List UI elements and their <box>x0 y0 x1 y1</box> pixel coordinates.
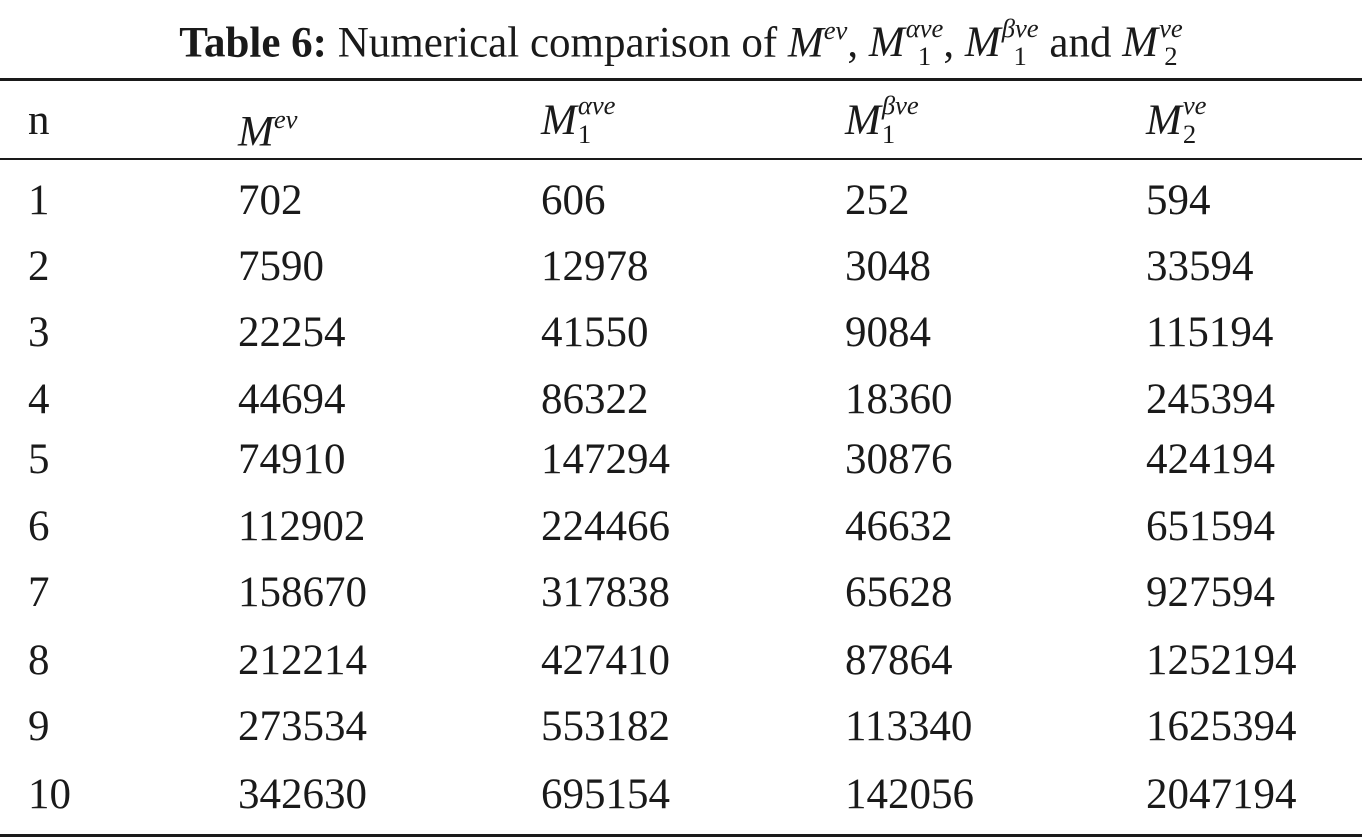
cell-m1-beta: 87864 <box>845 637 953 684</box>
cell-m1-alpha: 86322 <box>541 376 649 423</box>
cell-m2-ve: 33594 <box>1146 243 1254 290</box>
header-n: n <box>28 97 50 144</box>
cell-m1-alpha: 224466 <box>541 503 670 550</box>
cell-n: 10 <box>28 771 71 818</box>
cell-m2-ve: 245394 <box>1146 376 1275 423</box>
table-header-rule <box>0 158 1362 160</box>
cell-m1-beta: 142056 <box>845 771 974 818</box>
table-top-rule <box>0 78 1362 81</box>
cell-m1-alpha: 695154 <box>541 771 670 818</box>
cell-m2-ve: 1625394 <box>1146 703 1297 750</box>
caption-prefix: Numerical comparison of <box>337 19 778 67</box>
cell-m-ev: 7590 <box>238 243 324 290</box>
cell-m2-ve: 2047194 <box>1146 771 1297 818</box>
cell-m1-beta: 3048 <box>845 243 931 290</box>
cell-m1-alpha: 606 <box>541 177 606 224</box>
cell-m2-ve: 927594 <box>1146 569 1275 616</box>
cell-n: 7 <box>28 569 50 616</box>
cell-m2-ve: 115194 <box>1146 309 1274 356</box>
cell-m-ev: 212214 <box>238 637 367 684</box>
caption-comma: , <box>943 19 955 67</box>
cell-m1-beta: 113340 <box>845 703 973 750</box>
cell-n: 9 <box>28 703 50 750</box>
table-bottom-rule <box>0 834 1362 837</box>
cell-m2-ve: 594 <box>1146 177 1211 224</box>
cell-m-ev: 342630 <box>238 771 367 818</box>
cell-m1-alpha: 553182 <box>541 703 670 750</box>
cell-n: 2 <box>28 243 50 290</box>
cell-n: 5 <box>28 436 50 483</box>
cell-n: 4 <box>28 376 50 423</box>
cell-m2-ve: 651594 <box>1146 503 1275 550</box>
cell-m1-alpha: 427410 <box>541 637 670 684</box>
cell-m-ev: 112902 <box>238 503 366 550</box>
cell-n: 1 <box>28 177 50 224</box>
cell-n: 6 <box>28 503 50 550</box>
cell-m1-beta: 252 <box>845 177 910 224</box>
cell-m1-beta: 18360 <box>845 376 953 423</box>
caption-and: and <box>1049 19 1112 67</box>
cell-m1-alpha: 147294 <box>541 436 670 483</box>
cell-n: 3 <box>28 309 50 356</box>
cell-m-ev: 273534 <box>238 703 367 750</box>
cell-m1-alpha: 12978 <box>541 243 649 290</box>
cell-n: 8 <box>28 637 50 684</box>
cell-m2-ve: 1252194 <box>1146 637 1297 684</box>
header-m-ev: Mev <box>238 104 298 156</box>
cell-m-ev: 22254 <box>238 309 346 356</box>
cell-m1-alpha: 317838 <box>541 569 670 616</box>
cell-m1-beta: 9084 <box>845 309 931 356</box>
cell-m1-alpha: 41550 <box>541 309 649 356</box>
cell-m1-beta: 46632 <box>845 503 953 550</box>
cell-m-ev: 74910 <box>238 436 346 483</box>
caption-label: Table 6: <box>179 19 327 67</box>
cell-m1-beta: 65628 <box>845 569 953 616</box>
cell-m1-beta: 30876 <box>845 436 953 483</box>
cell-m-ev: 158670 <box>238 569 367 616</box>
caption-symbol-m-ev: Mev <box>787 15 848 67</box>
cell-m2-ve: 424194 <box>1146 436 1275 483</box>
cell-m-ev: 44694 <box>238 376 346 423</box>
cell-m-ev: 702 <box>238 177 303 224</box>
caption-comma: , <box>847 19 859 67</box>
